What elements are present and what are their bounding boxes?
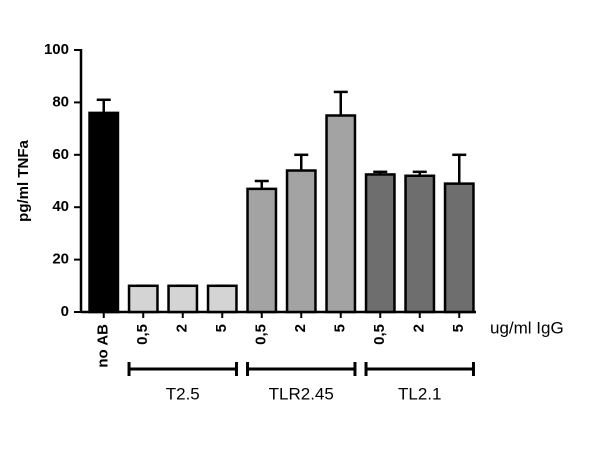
x-tick-label: 2 xyxy=(174,324,191,332)
y-tick-label: 40 xyxy=(52,198,69,215)
bar xyxy=(443,182,475,314)
y-axis-label: pg/ml TNFa xyxy=(15,140,32,222)
y-tick-label: 80 xyxy=(52,93,69,110)
bar xyxy=(88,111,120,314)
bar xyxy=(325,114,357,314)
x-tick-label: 0,5 xyxy=(371,324,388,345)
y-tick-label: 20 xyxy=(52,251,69,268)
bar xyxy=(285,169,317,314)
bar xyxy=(167,284,199,314)
x-tick-label: 2 xyxy=(292,324,309,332)
x-tick-label: 0,5 xyxy=(134,324,151,345)
x-tick-label: no AB xyxy=(95,324,112,368)
x-tick-label: 5 xyxy=(213,324,230,332)
bar xyxy=(364,173,396,314)
x-tick-label: 0,5 xyxy=(253,324,270,345)
group-label: T2.5 xyxy=(166,384,200,403)
y-tick-label: 100 xyxy=(44,41,69,58)
y-tick-label: 60 xyxy=(52,146,69,163)
bar xyxy=(206,284,238,314)
y-tick-label: 0 xyxy=(61,303,69,320)
x-tick-label: 5 xyxy=(332,324,349,332)
bar xyxy=(404,174,436,314)
x-tick-label: 5 xyxy=(450,324,467,332)
x-tick-label: 2 xyxy=(411,324,428,332)
x-axis-label: ug/ml IgG xyxy=(490,318,564,337)
bar xyxy=(127,284,159,314)
bar xyxy=(246,187,278,314)
group-label: TL2.1 xyxy=(398,384,441,403)
group-label: TLR2.45 xyxy=(269,384,334,403)
